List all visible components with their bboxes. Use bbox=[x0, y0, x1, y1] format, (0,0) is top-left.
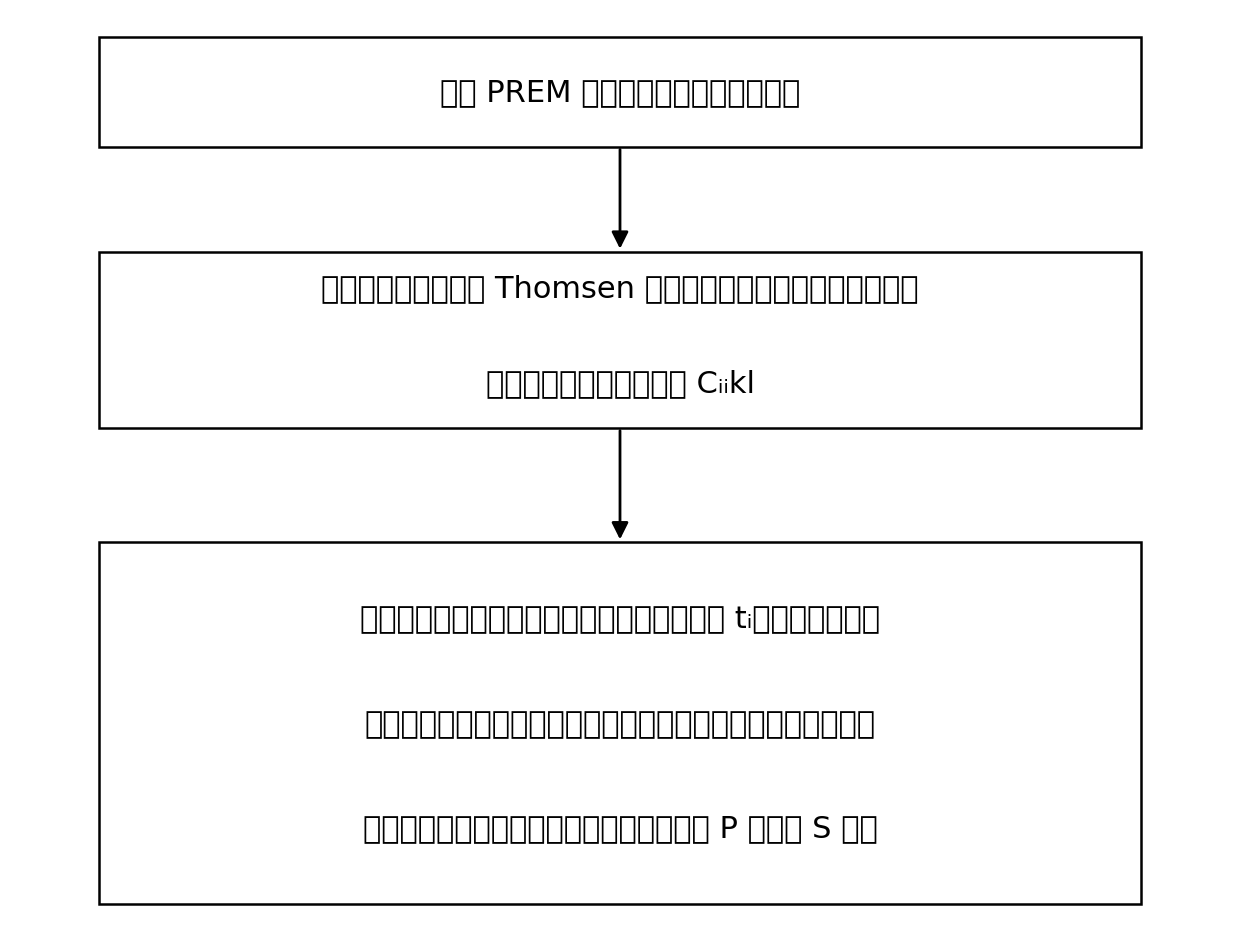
Text: 计算三维介质的弹性参数 Cᵢᵢkl: 计算三维介质的弹性参数 Cᵢᵢkl bbox=[486, 368, 754, 398]
FancyBboxPatch shape bbox=[99, 252, 1141, 428]
FancyBboxPatch shape bbox=[99, 38, 1141, 148]
FancyBboxPatch shape bbox=[99, 543, 1141, 904]
Text: 提供震源，基于弹性波波动方程进行时间迭代 tᵢ，在每一次迭代: 提供震源，基于弹性波波动方程进行时间迭代 tᵢ，在每一次迭代 bbox=[360, 605, 880, 633]
Text: 过程中，依据模型参数和弹性参数对应力、位移进行有限差分计: 过程中，依据模型参数和弹性参数对应力、位移进行有限差分计 bbox=[365, 709, 875, 738]
Text: 参照 PREM 地球物理模型设置模型参数: 参照 PREM 地球物理模型设置模型参数 bbox=[440, 78, 800, 108]
Text: 算，得到弹性波场后，运用矢量分解法得到 P 波场和 S 波场: 算，得到弹性波场后，运用矢量分解法得到 P 波场和 S 波场 bbox=[362, 814, 878, 843]
Text: 基于介质弹性参数与 Thomsen 参数之间的关系式，利用模型参数: 基于介质弹性参数与 Thomsen 参数之间的关系式，利用模型参数 bbox=[321, 273, 919, 303]
